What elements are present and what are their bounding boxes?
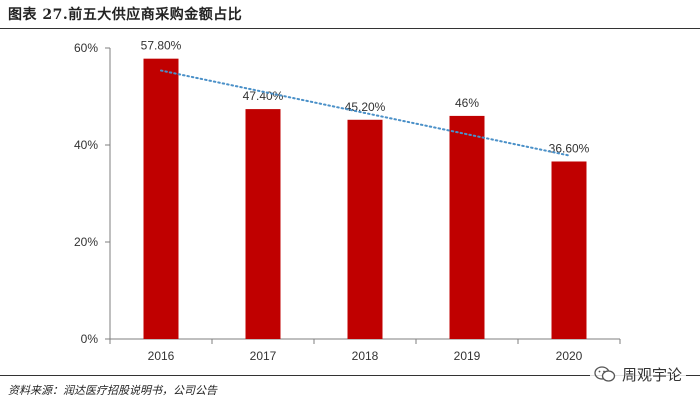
bar-2017 [245, 109, 281, 339]
y-tick-label: 40% [74, 138, 98, 152]
data-label: 36.60% [549, 141, 590, 155]
y-tick-label: 60% [74, 41, 98, 55]
y-tick-label: 20% [74, 235, 98, 249]
watermark: 周观宇论 [589, 363, 686, 385]
x-tick-label: 2018 [352, 349, 379, 363]
x-tick-label: 2020 [556, 349, 583, 363]
data-label: 47.40% [243, 89, 284, 103]
source-note: 资料来源：润达医疗招股说明书，公司公告 [8, 384, 217, 397]
x-tick-label: 2016 [148, 349, 175, 363]
bar-2016 [143, 58, 179, 340]
bar-2019 [449, 115, 485, 340]
x-tick-label: 2017 [250, 349, 277, 363]
bar-2020 [551, 161, 587, 339]
bar-2018 [347, 119, 383, 339]
data-label: 57.80% [141, 39, 182, 53]
data-label: 45.20% [345, 100, 386, 114]
trendline [160, 69, 570, 157]
wechat-icon [594, 366, 616, 382]
chart-title: 图表 27.前五大供应商采购金额占比 [8, 7, 243, 23]
watermark-text: 周观宇论 [621, 365, 682, 384]
y-tick-label: 0% [81, 332, 99, 346]
x-tick-label: 2019 [454, 349, 481, 363]
source-rule [0, 375, 700, 376]
bar-chart: 0% 20% 40% 60% 2016 57.80% 2017 47.40% 2018 45.20… [74, 39, 621, 363]
title-rule [0, 28, 700, 29]
data-label: 46% [455, 96, 479, 110]
